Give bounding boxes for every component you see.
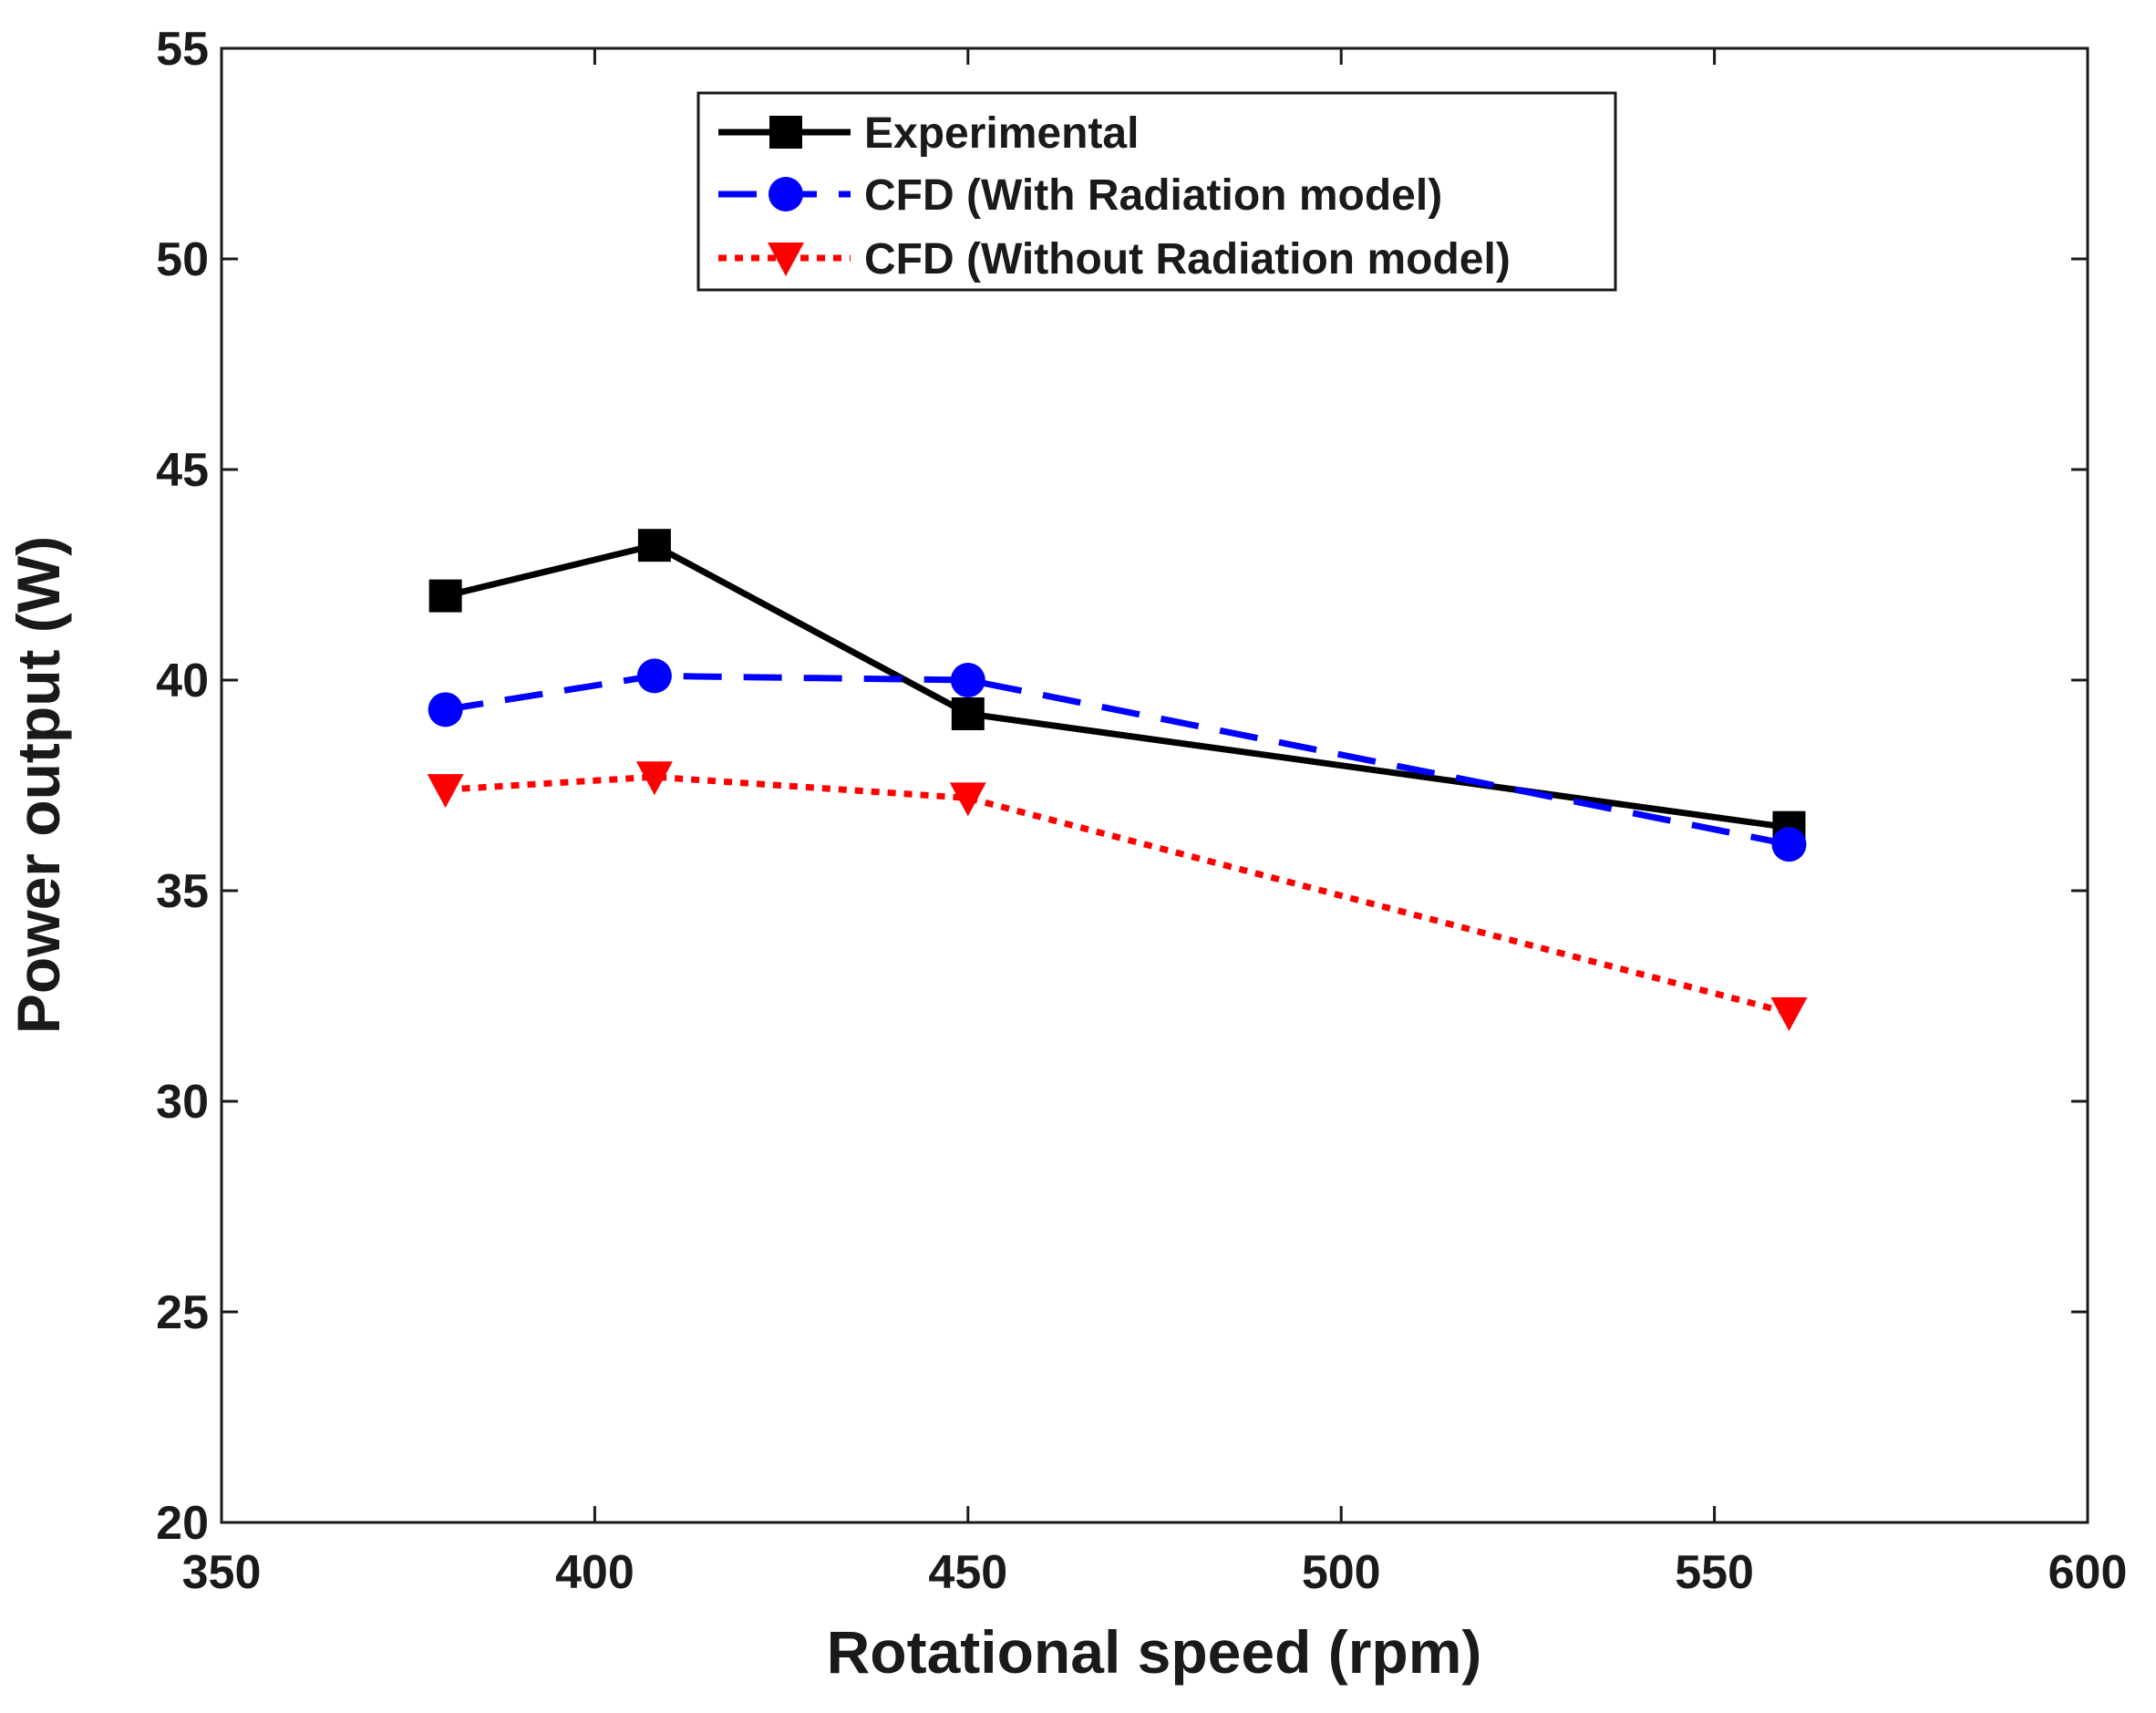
data-point-experimental (428, 579, 462, 613)
legend-marker-experimental (769, 116, 802, 149)
x-tick-label: 450 (928, 1546, 1007, 1599)
series-cfd-with-radiation-model (428, 658, 1807, 862)
y-tick-label: 45 (156, 444, 209, 497)
series-line-experimental (444, 542, 1790, 831)
series-cfd-without-radiation-model (427, 761, 1808, 1031)
x-tick-label: 600 (2048, 1546, 2128, 1599)
x-tick-label: 550 (1675, 1546, 1754, 1599)
data-point-cfd-without-radiation-model (635, 761, 673, 796)
y-tick-label: 20 (156, 1497, 209, 1550)
data-point-cfd-without-radiation-model (427, 774, 464, 809)
data-point-cfd-with-radiation-model (950, 663, 985, 697)
data-point-cfd-with-radiation-model (1771, 827, 1807, 862)
data-point-cfd-with-radiation-model (636, 658, 672, 694)
series-experimental (428, 529, 1806, 844)
y-tick-label: 50 (156, 233, 209, 286)
y-axis-title: Power output (W) (5, 536, 72, 1034)
y-tick-label: 40 (156, 655, 209, 707)
y-tick-label: 55 (156, 23, 209, 76)
x-tick-label: 500 (1302, 1546, 1381, 1599)
y-tick-label: 35 (156, 865, 209, 918)
legend-label-experimental: Experimental (864, 109, 1139, 158)
y-tick-label: 25 (156, 1286, 209, 1339)
series-line-cfd-without-radiation-model (445, 773, 1790, 1016)
data-point-experimental (637, 529, 671, 562)
series-layer (427, 529, 1808, 1031)
axis-ticks: 350 400 450 500 550 600 20 25 30 35 40 45 50 55 (156, 23, 2127, 1599)
x-axis-title: Rotational speed (rpm) (827, 1618, 1482, 1686)
legend-box (696, 91, 1617, 292)
legend-label-cfd-with-radiation-model: CFD (With Radiation model) (864, 171, 1442, 220)
data-point-cfd-without-radiation-model (949, 782, 986, 817)
data-point-cfd-with-radiation-model (428, 692, 463, 728)
legend: Experimental CFD (With Radiation model) CF… (696, 91, 1617, 292)
legend-marker-cfd-with-radiation-model (769, 177, 803, 212)
legend-marker-cfd-without-radiation-model (768, 243, 804, 276)
legend-label-cfd-without-radiation-model: CFD (Without Radiation model) (864, 235, 1511, 284)
data-point-experimental (951, 697, 985, 730)
x-tick-label: 400 (555, 1546, 634, 1599)
data-point-cfd-without-radiation-model (1770, 996, 1808, 1031)
series-line-cfd-with-radiation-model (445, 672, 1790, 848)
x-tick-label: 350 (182, 1546, 262, 1599)
y-tick-label: 30 (156, 1076, 209, 1129)
